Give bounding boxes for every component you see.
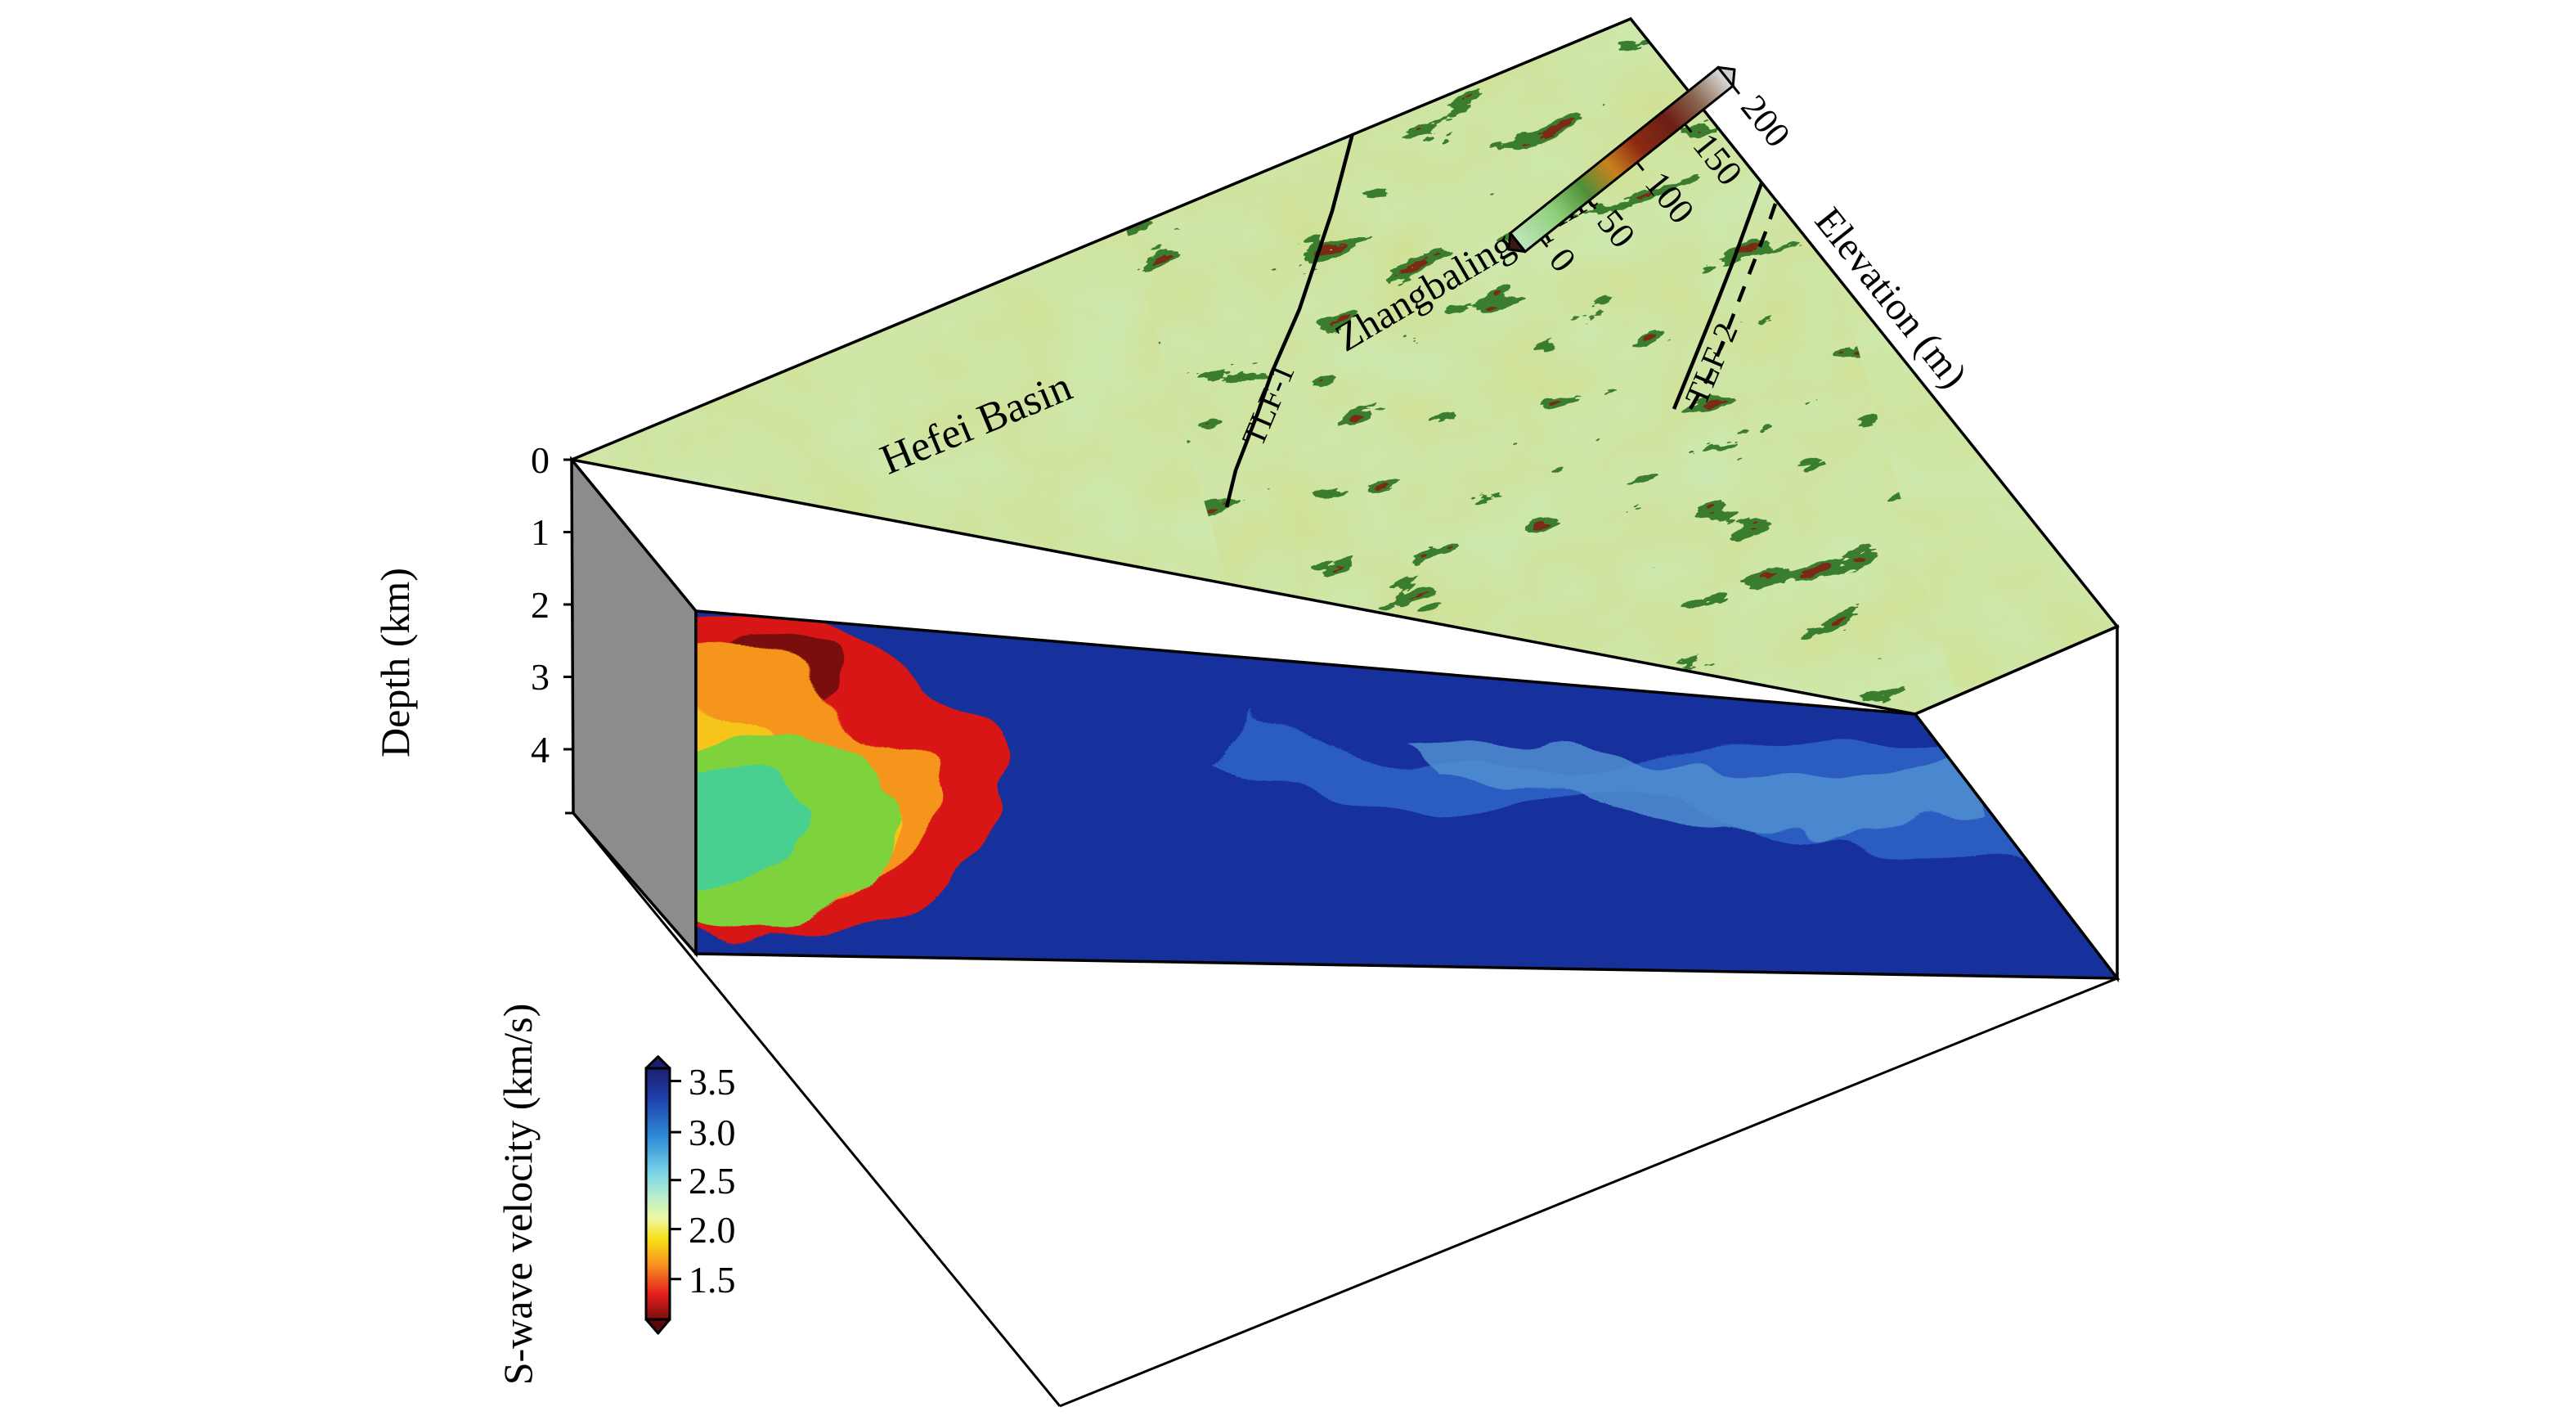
svg-text:2: 2 bbox=[531, 584, 550, 626]
svg-text:3: 3 bbox=[531, 656, 550, 698]
svg-text:Depth (km): Depth (km) bbox=[372, 568, 418, 757]
svg-text:3.0: 3.0 bbox=[689, 1112, 736, 1153]
svg-text:0: 0 bbox=[531, 439, 550, 481]
svg-text:1.5: 1.5 bbox=[689, 1259, 736, 1301]
svg-text:S-wave velocity (km/s): S-wave velocity (km/s) bbox=[495, 1004, 541, 1386]
svg-text:3.5: 3.5 bbox=[689, 1061, 736, 1103]
svg-text:2.0: 2.0 bbox=[689, 1209, 736, 1251]
svg-text:4: 4 bbox=[531, 729, 550, 771]
svg-text:1: 1 bbox=[531, 511, 550, 553]
svg-text:2.5: 2.5 bbox=[689, 1160, 736, 1202]
